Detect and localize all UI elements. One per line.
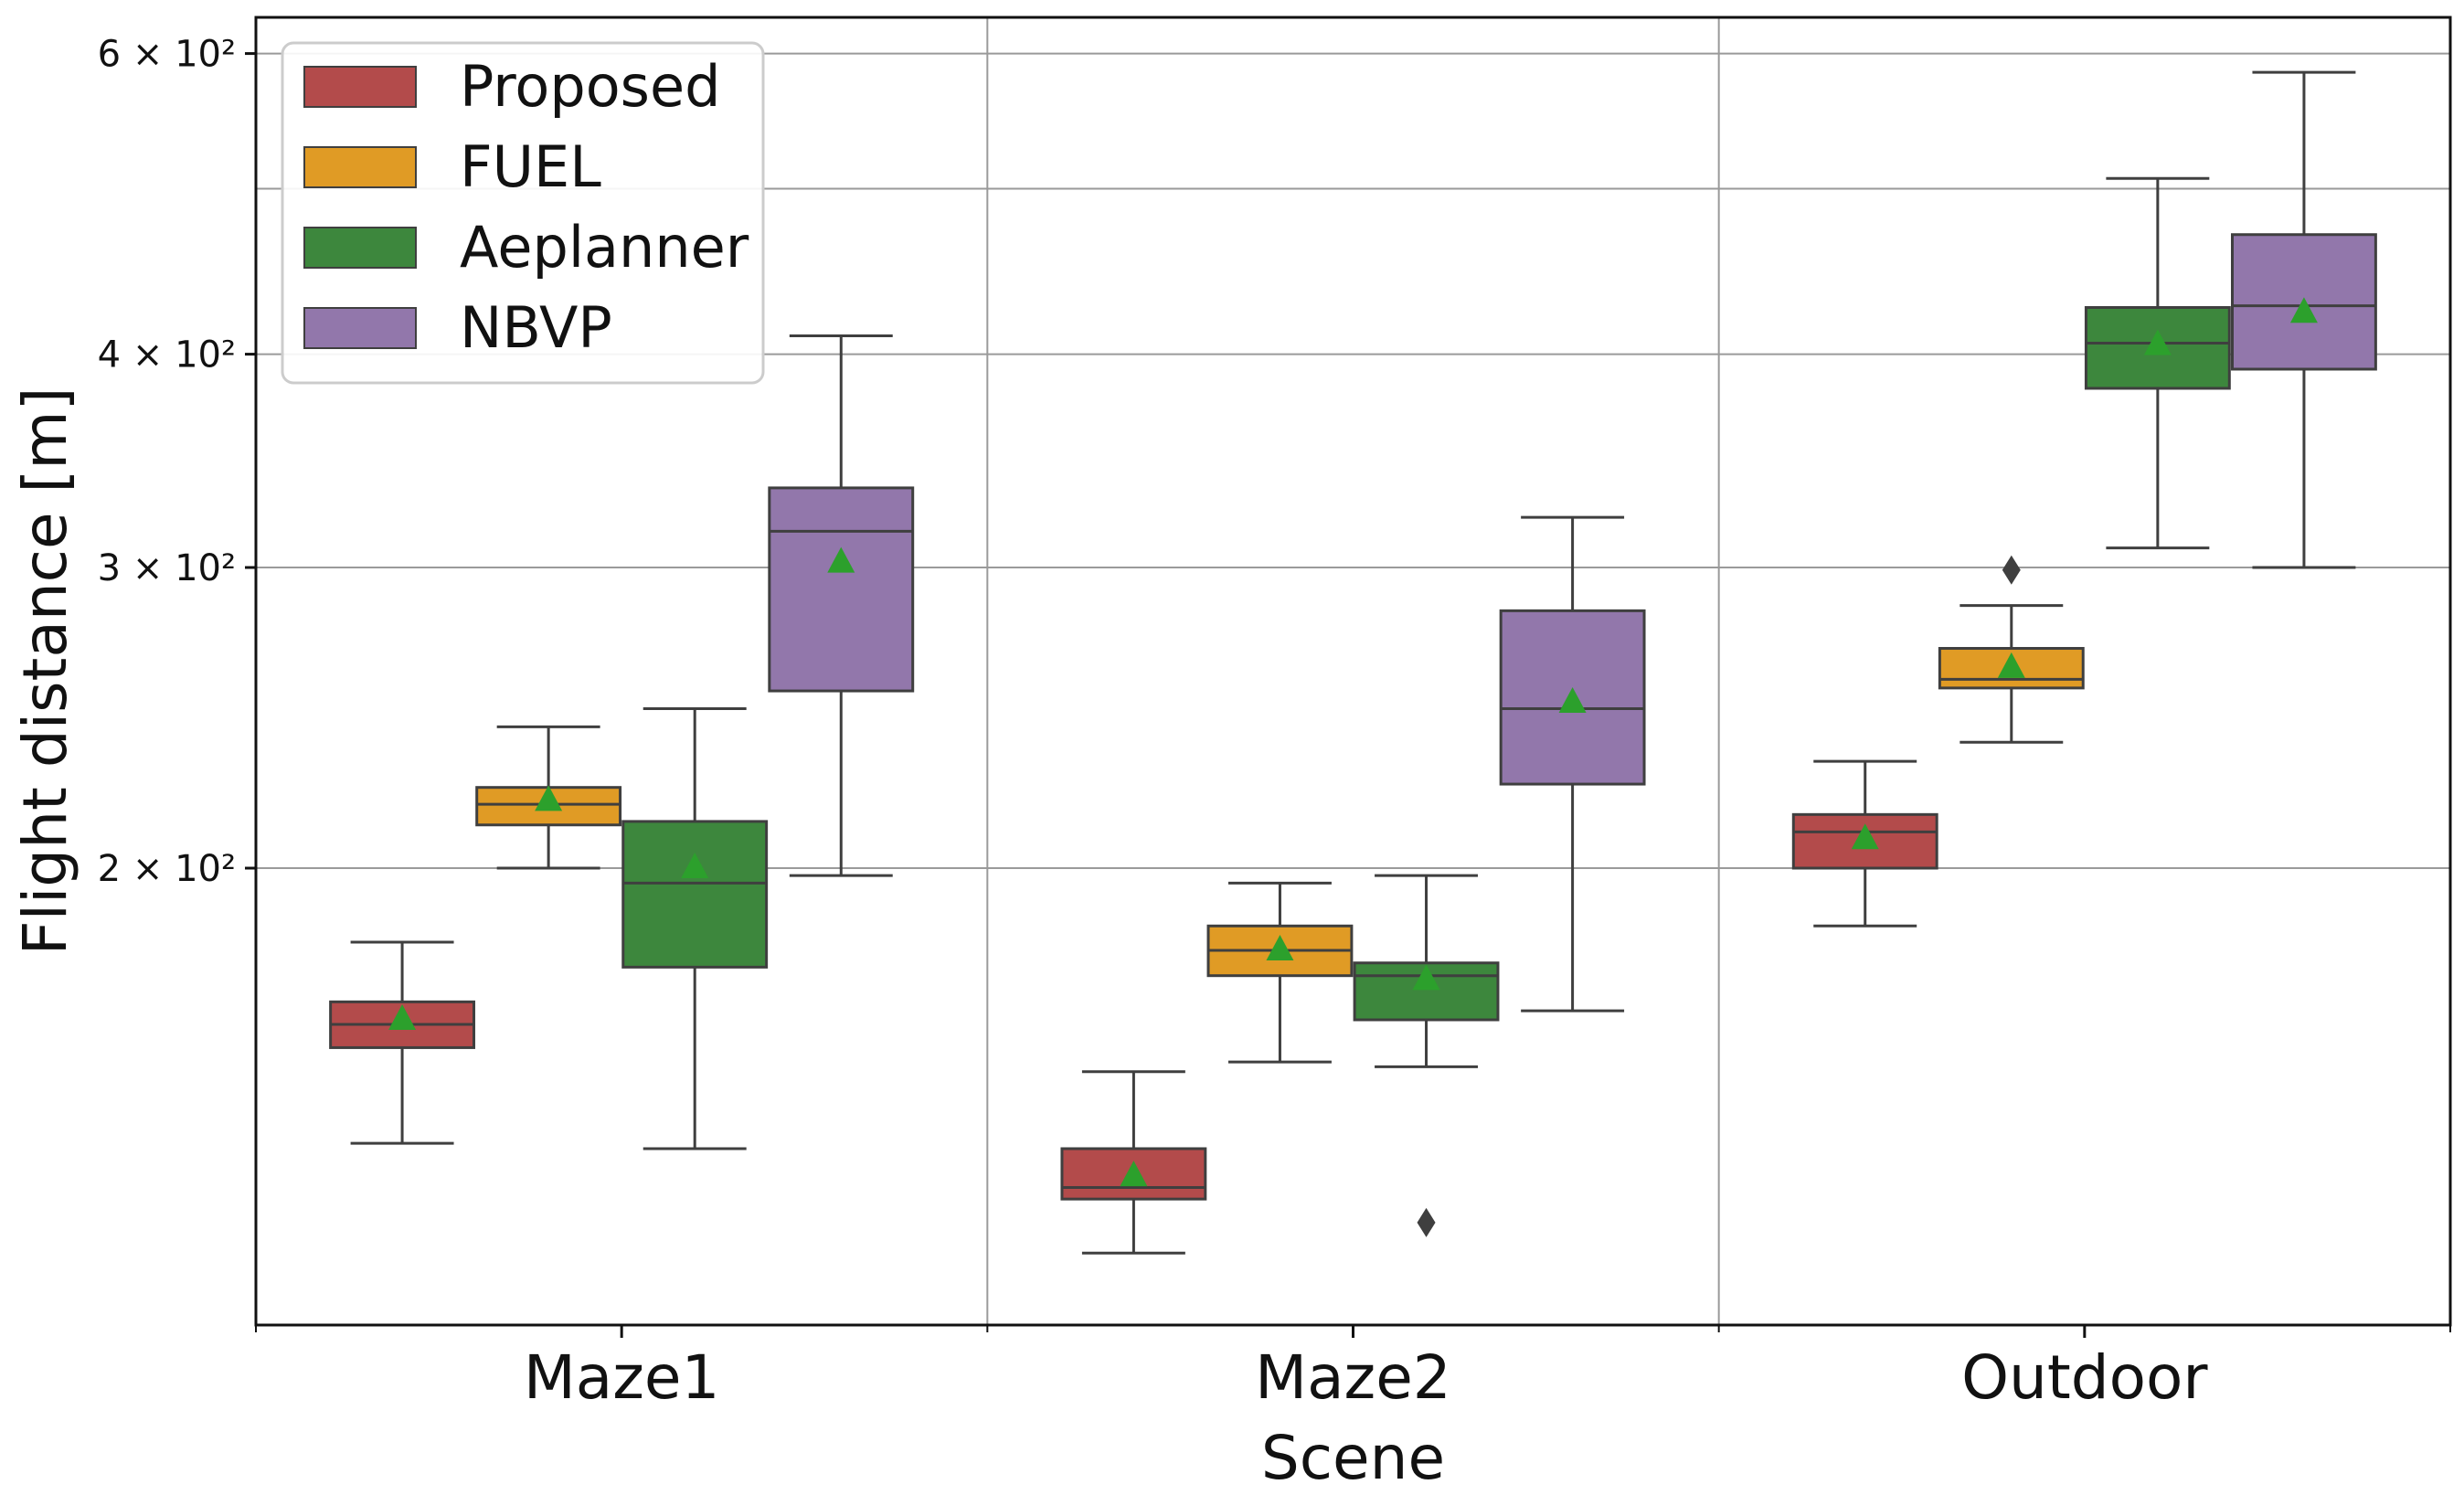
mean-marker [1266, 935, 1294, 961]
legend-label-proposed: Proposed [460, 53, 720, 120]
mean-marker [1120, 1161, 1148, 1187]
mean-marker [1558, 686, 1587, 713]
axes: 2 × 10² 3 × 10² 4 × 10² 6 × 10² Maze1 Maze2 Ou… [10, 34, 2451, 1493]
legend-swatch-aeplanner [303, 227, 417, 269]
box-nbvp-maze2 [1499, 515, 1646, 1013]
outlier-marker [2002, 555, 2021, 585]
box-fuel-maze2 [1206, 881, 1354, 1064]
y-tick-label: 2 × 10² [98, 848, 236, 890]
mean-marker [2143, 329, 2172, 355]
iqr-box [621, 820, 769, 969]
legend-swatch-fuel [303, 146, 417, 188]
box-proposed-outdoor [1791, 759, 1938, 928]
legend-label-aeplanner: Aeplanner [460, 214, 749, 281]
y-tick-label: 6 × 10² [98, 34, 236, 76]
box-proposed-maze1 [329, 940, 475, 1145]
box-plots [329, 70, 2377, 1255]
box-aeplanner-outdoor [2084, 176, 2231, 550]
legend-frame [281, 41, 765, 385]
mean-marker [2289, 297, 2318, 323]
legend: Proposed FUEL Aeplanner NBVP [281, 41, 765, 385]
box-nbvp-maze1 [768, 334, 915, 877]
x-tick-label: Maze1 [524, 1342, 720, 1413]
box-aeplanner-maze2 [1353, 874, 1500, 1237]
y-tick-label: 4 × 10² [98, 334, 236, 376]
legend-swatch-nbvp [303, 307, 417, 349]
box-fuel-maze1 [475, 725, 622, 870]
x-tick-label: Maze2 [1255, 1342, 1451, 1413]
box-proposed-maze2 [1060, 1070, 1207, 1255]
x-axis-title: Scene [1261, 1423, 1445, 1493]
mean-marker [681, 853, 709, 879]
box-fuel-outdoor [1938, 555, 2085, 744]
mean-marker [1997, 652, 2025, 678]
iqr-box [768, 486, 915, 693]
mean-marker [535, 785, 563, 811]
legend-label-nbvp: NBVP [460, 294, 612, 361]
legend-swatch-proposed [303, 66, 417, 108]
mean-marker [1412, 964, 1440, 991]
legend-label-fuel: FUEL [460, 133, 601, 200]
outlier-marker [1417, 1207, 1436, 1237]
y-tick-label: 3 × 10² [98, 547, 236, 589]
x-tick-label: Outdoor [1961, 1342, 2208, 1413]
mean-marker [827, 546, 855, 573]
mean-marker [388, 1004, 417, 1031]
box-aeplanner-maze1 [621, 706, 769, 1150]
mean-marker [1851, 823, 1879, 850]
y-axis-title: Flight distance [m] [10, 387, 80, 956]
box-nbvp-outdoor [2231, 70, 2377, 569]
